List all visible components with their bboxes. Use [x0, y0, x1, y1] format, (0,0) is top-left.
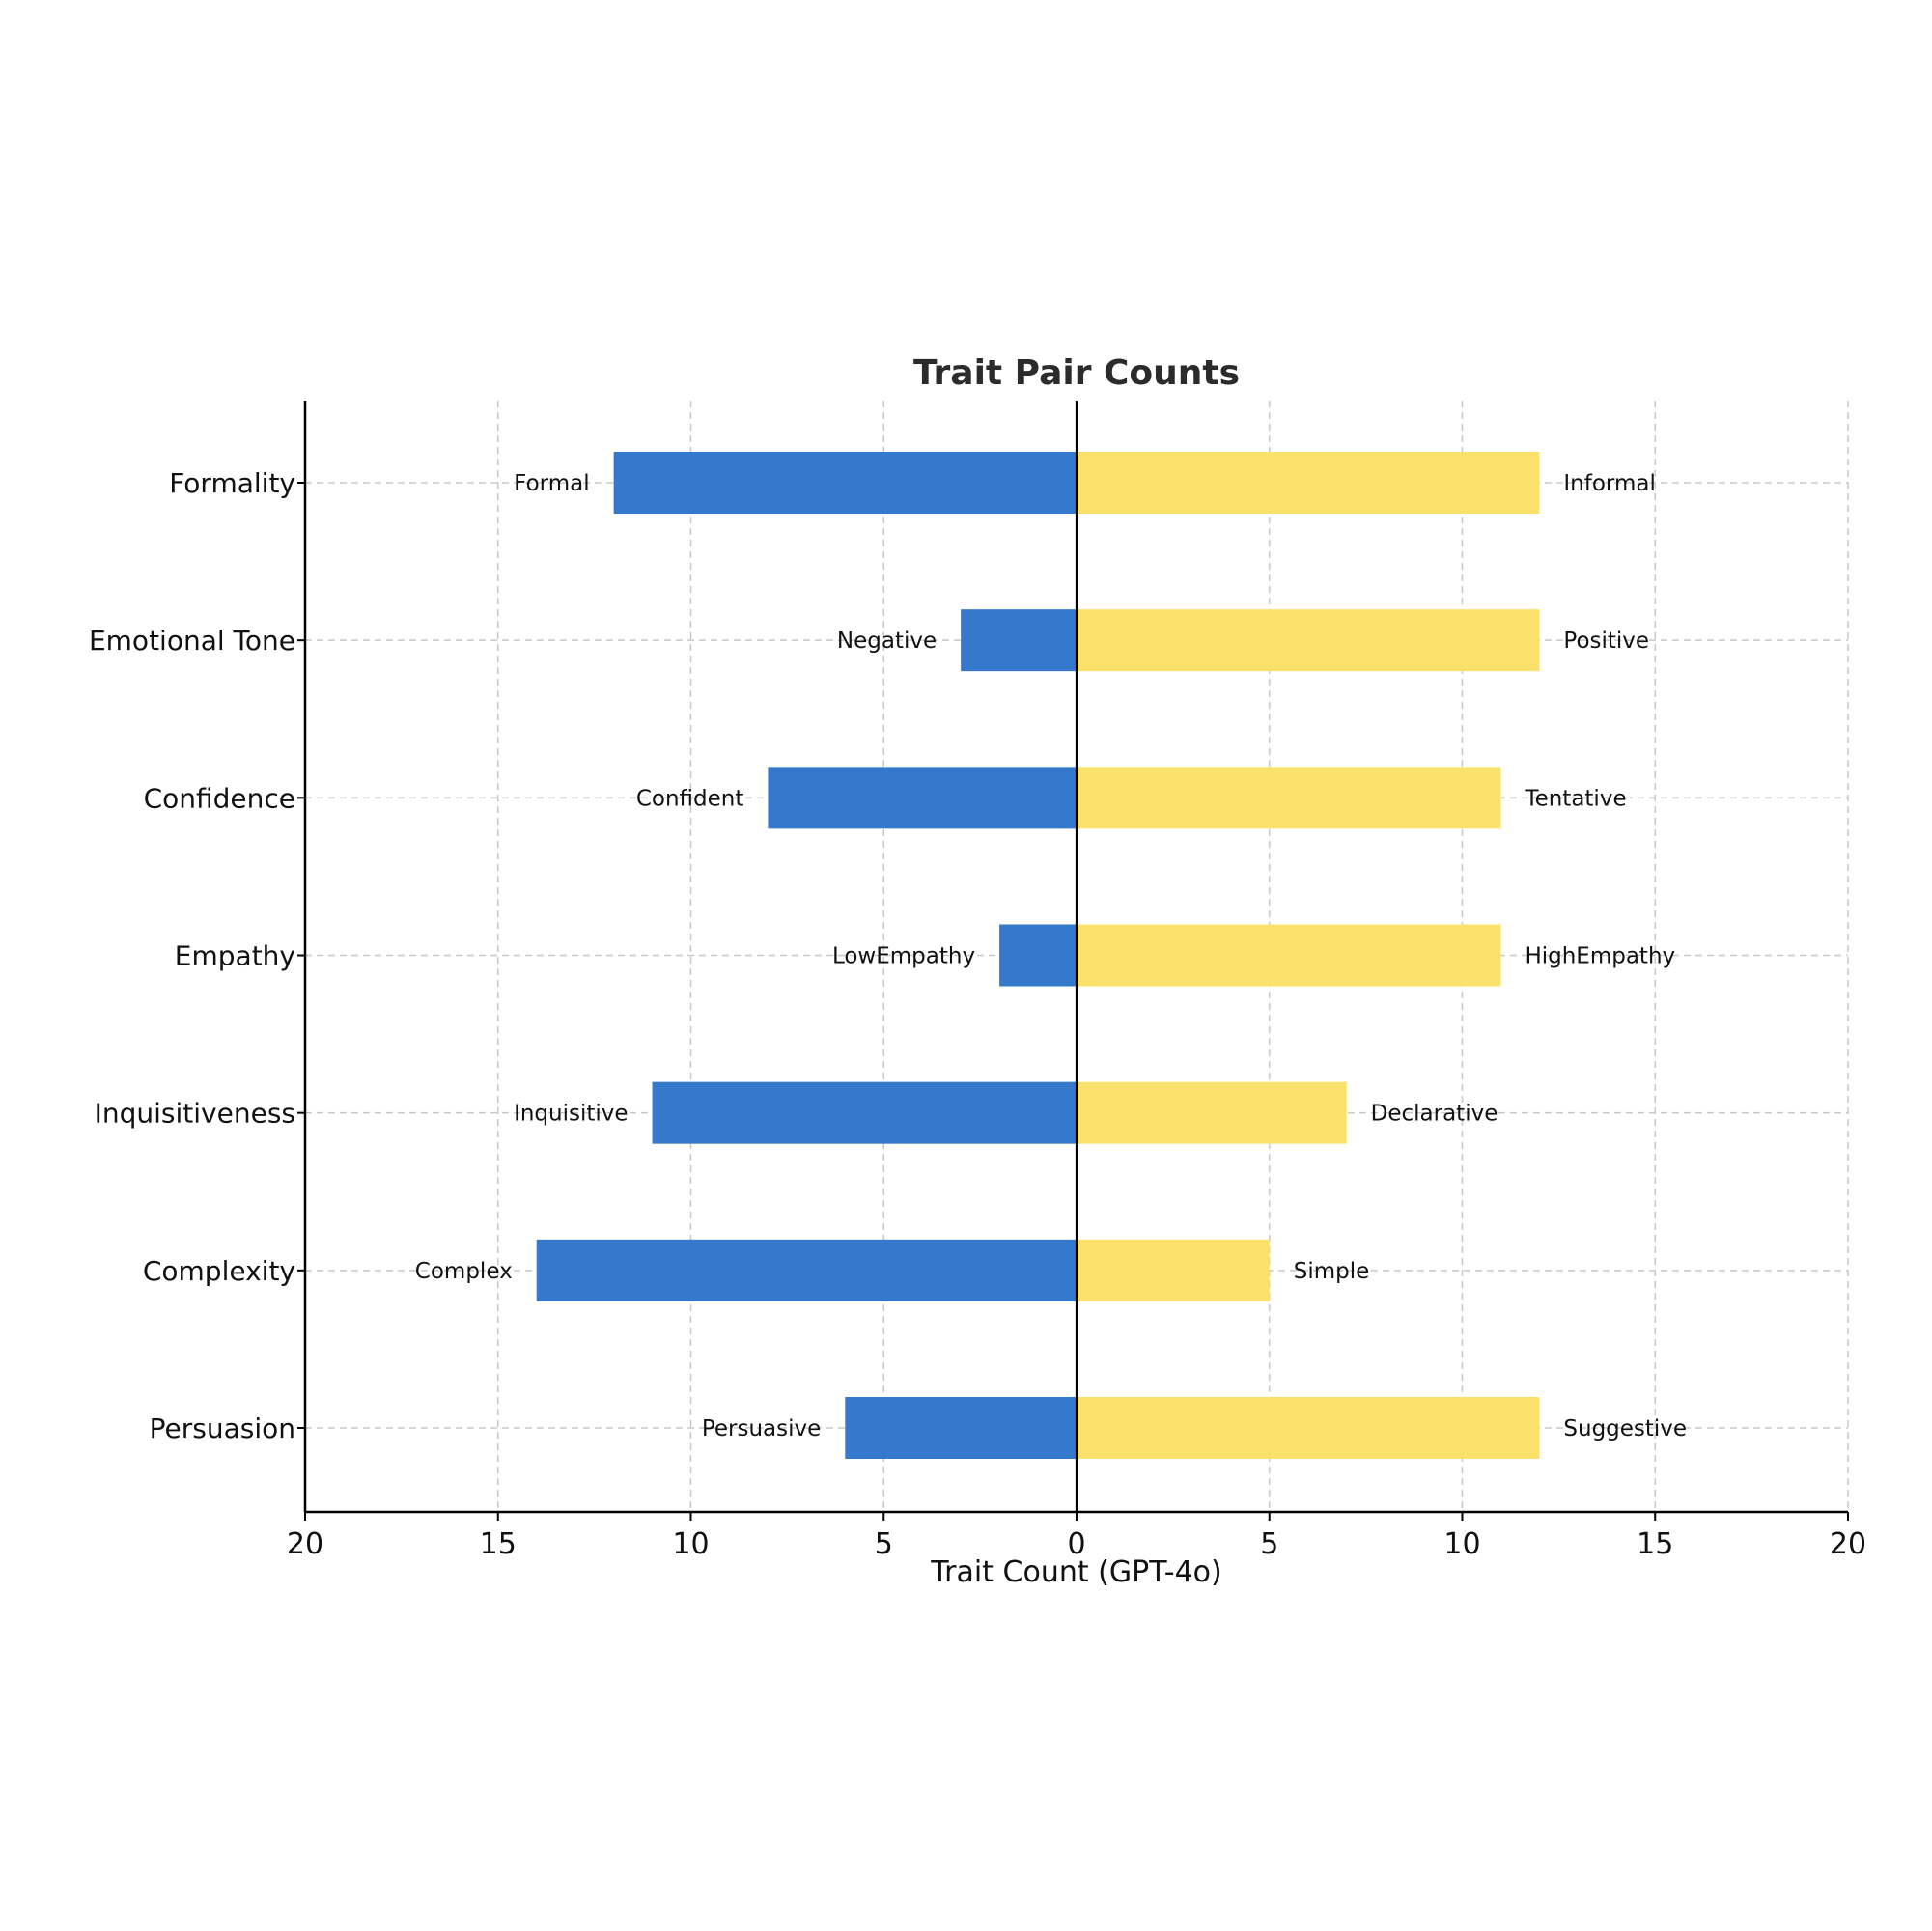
x-tick-label: 5	[875, 1527, 893, 1561]
category-label: Emotional Tone	[89, 625, 295, 657]
x-tick-label: 20	[287, 1527, 323, 1561]
bar-label-right: Declarative	[1371, 1102, 1498, 1127]
chart-title: Trait Pair Counts	[913, 353, 1240, 393]
x-tick-label: 5	[1260, 1527, 1278, 1561]
bar-left	[768, 767, 1077, 829]
bar-left	[536, 1239, 1077, 1301]
bar-right	[1077, 767, 1501, 829]
x-tick-label: 15	[1637, 1527, 1673, 1561]
x-tick-label: 0	[1067, 1527, 1085, 1561]
bar-left	[613, 452, 1077, 514]
bar-left	[845, 1397, 1077, 1459]
x-tick-label: 15	[480, 1527, 517, 1561]
x-tick-label: 20	[1830, 1527, 1866, 1561]
category-label: Complexity	[143, 1255, 295, 1287]
bar-label-left: LowEmpathy	[832, 944, 975, 969]
x-axis-title: Trait Count (GPT-4o)	[930, 1555, 1221, 1589]
bar-left	[999, 924, 1077, 987]
axis-layer	[297, 401, 1849, 1521]
bar-left	[961, 609, 1077, 672]
bar-label-right: Suggestive	[1563, 1416, 1687, 1441]
bar-label-right: Informal	[1563, 471, 1655, 496]
bar-right	[1077, 924, 1501, 987]
category-label: Inquisitiveness	[95, 1098, 295, 1130]
bar-label-right: Tentative	[1524, 786, 1626, 811]
category-label: Empathy	[175, 940, 295, 972]
category-label: Persuasion	[150, 1413, 295, 1444]
bar-label-left: Inquisitive	[514, 1102, 628, 1127]
bar-label-left: Persuasive	[702, 1416, 821, 1441]
bar-label-right: Simple	[1294, 1259, 1370, 1284]
label-layer: Formal Informal Formality Negative Positive E…	[89, 467, 1866, 1561]
bar-right	[1077, 1397, 1540, 1459]
bar-right	[1077, 1081, 1347, 1144]
x-tick-label: 10	[1443, 1527, 1480, 1561]
bar-right	[1077, 609, 1540, 672]
bar-left	[652, 1081, 1077, 1144]
bar-label-right: Positive	[1563, 629, 1649, 654]
category-label: Confidence	[144, 782, 295, 814]
bar-label-left: Confident	[636, 786, 744, 811]
bar-label-left: Negative	[837, 629, 937, 654]
bar-layer	[536, 452, 1540, 1459]
bar-label-right: HighEmpathy	[1525, 944, 1675, 969]
bar-right	[1077, 452, 1540, 514]
x-tick-label: 10	[672, 1527, 709, 1561]
bar-right	[1077, 1239, 1270, 1301]
bar-label-left: Complex	[415, 1259, 513, 1284]
bar-label-left: Formal	[514, 471, 589, 496]
category-label: Formality	[169, 467, 295, 499]
